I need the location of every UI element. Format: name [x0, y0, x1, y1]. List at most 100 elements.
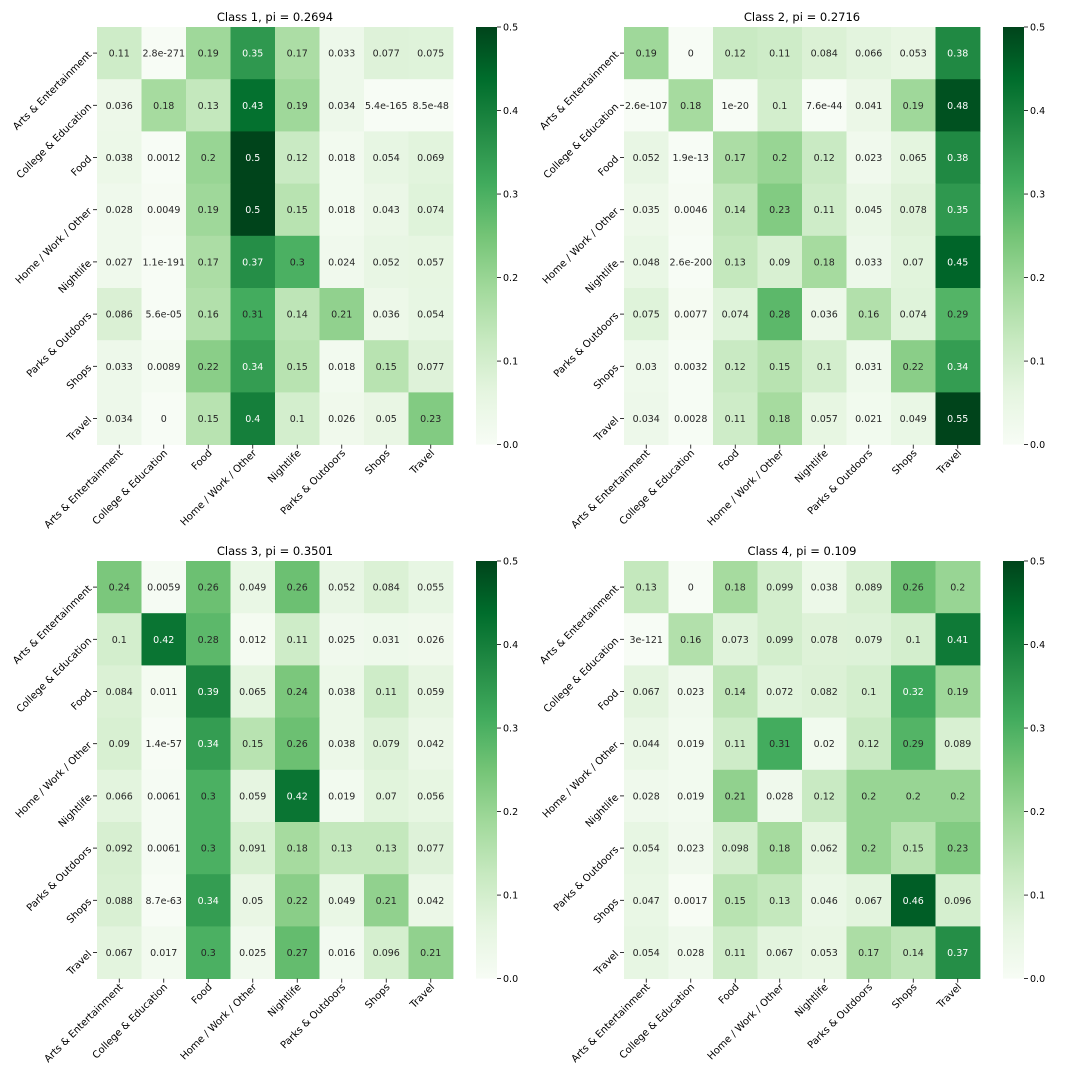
cell-value-label: 0.078: [811, 635, 838, 646]
cell-value-label: 0.11: [287, 635, 308, 646]
cell-value-label: 0.18: [725, 583, 746, 594]
heatmap-cell: [230, 561, 276, 614]
heatmap-cell: [141, 717, 187, 771]
cell-value-label: 0.038: [106, 153, 133, 164]
heatmap-cell: [713, 926, 758, 979]
heatmap-cell: [186, 874, 231, 927]
heatmap-cell: [802, 717, 847, 771]
cell-value-label: 0.14: [725, 205, 746, 216]
heatmap-cell: [408, 288, 454, 341]
heatmap-cell: [97, 822, 142, 875]
heatmap-cell: [891, 131, 936, 184]
heatmap-cell: [408, 392, 454, 445]
cell-value-label: 0.034: [328, 101, 355, 112]
heatmap-cell: [408, 79, 454, 132]
heatmap-cell: [97, 183, 142, 237]
cell-value-label: 0.19: [287, 101, 308, 112]
cell-value-label: 0.057: [811, 414, 838, 425]
colorbar-tick-label: 0.2: [1030, 807, 1045, 818]
heatmap-cell: [141, 613, 187, 666]
cell-value-label: 0.5: [245, 205, 260, 216]
heatmap-cell: [802, 665, 847, 718]
cell-value-label: 0.019: [677, 739, 704, 750]
cell-value-label: 0.028: [633, 791, 660, 802]
cell-value-label: 8.5e-48: [413, 101, 449, 112]
colorbar-tick-label: 0.1: [503, 357, 518, 368]
cell-value-label: 0.079: [855, 635, 882, 646]
cell-value-label: 0.31: [769, 739, 790, 750]
cell-value-label: 8.7e-63: [146, 896, 182, 907]
cell-value-label: 0.024: [328, 257, 355, 268]
cell-value-label: 0.15: [903, 844, 924, 855]
cell-value-label: 0.096: [944, 896, 971, 907]
colorbar: [476, 27, 497, 445]
heatmap-cell: [230, 613, 276, 666]
cell-value-label: 0.21: [420, 948, 441, 959]
cell-value-label: 0.5: [245, 153, 260, 164]
colorbar-tick-label: 0.1: [503, 891, 518, 902]
heatmap-cell: [408, 561, 454, 614]
heatmap-cell: [713, 131, 758, 184]
cell-value-label: 0.55: [947, 414, 968, 425]
heatmap-cell: [713, 717, 758, 771]
heatmap-cell: [364, 340, 409, 393]
colorbar-tick-label: 0.1: [1030, 357, 1045, 368]
cell-value-label: 0.036: [811, 310, 838, 321]
heatmap-cell: [713, 665, 758, 718]
heatmap-cell: [275, 926, 320, 979]
heatmap-cell: [757, 769, 803, 823]
heatmap-cell: [624, 613, 669, 666]
heatmap-cell: [802, 561, 847, 614]
cell-value-label: 0.035: [633, 205, 660, 216]
heatmap-cell: [97, 926, 142, 979]
heatmap-cell: [757, 392, 803, 445]
heatmap-cell: [846, 717, 892, 771]
heatmap-cell: [408, 822, 454, 875]
heatmap-cell: [230, 392, 276, 445]
cell-value-label: 0.062: [811, 844, 838, 855]
cell-value-label: 0.42: [153, 635, 174, 646]
heatmap-cell: [802, 183, 847, 237]
cell-value-label: 0.074: [900, 310, 927, 321]
cell-value-label: 0: [688, 49, 694, 60]
colorbar-tick-label: 0.3: [503, 724, 518, 735]
cell-value-label: 0.045: [855, 205, 882, 216]
cell-value-label: 5.6e-05: [146, 310, 182, 321]
x-tick-label: College & Education: [91, 448, 170, 527]
cell-value-label: 0.077: [417, 844, 444, 855]
y-tick-label: Shops: [65, 363, 94, 392]
cell-value-label: 0.059: [239, 791, 266, 802]
cell-value-label: 0.29: [903, 739, 924, 750]
cell-value-label: 5.4e-165: [365, 101, 408, 112]
cell-value-label: 0.0012: [147, 153, 180, 164]
heatmap-cell: [364, 392, 409, 445]
cell-value-label: 0.031: [373, 635, 400, 646]
x-tick-label: Shops: [890, 982, 919, 1011]
y-tick-label: Shops: [65, 897, 94, 926]
heatmap-cell: [186, 769, 231, 823]
heatmap-cell: [935, 665, 981, 718]
cell-value-label: 0.031: [855, 362, 882, 373]
cell-value-label: 0.069: [417, 153, 444, 164]
heatmap-cell: [668, 235, 714, 289]
cell-value-label: 0.17: [858, 948, 879, 959]
cell-value-label: 0.29: [947, 310, 968, 321]
cell-value-label: 0.092: [106, 844, 133, 855]
cell-value-label: 0.3: [201, 948, 216, 959]
heatmap-cell: [97, 874, 142, 927]
x-tick-label: Shops: [890, 448, 919, 477]
heatmap-cell: [891, 183, 936, 237]
heatmap-cell: [713, 822, 758, 875]
cell-value-label: 0.38: [947, 49, 968, 60]
heatmap-cell: [668, 27, 714, 80]
cell-value-label: 0.15: [198, 414, 219, 425]
colorbar: [476, 561, 497, 979]
cell-value-label: 0.15: [769, 362, 790, 373]
cell-value-label: 0.07: [903, 257, 924, 268]
cell-value-label: 0.12: [725, 49, 746, 60]
cell-value-label: 0.18: [287, 844, 308, 855]
colorbar-tick-label: 0.3: [1030, 190, 1045, 201]
cell-value-label: 0.18: [769, 414, 790, 425]
heatmap-cell: [846, 340, 892, 393]
cell-value-label: 0.3: [290, 257, 305, 268]
